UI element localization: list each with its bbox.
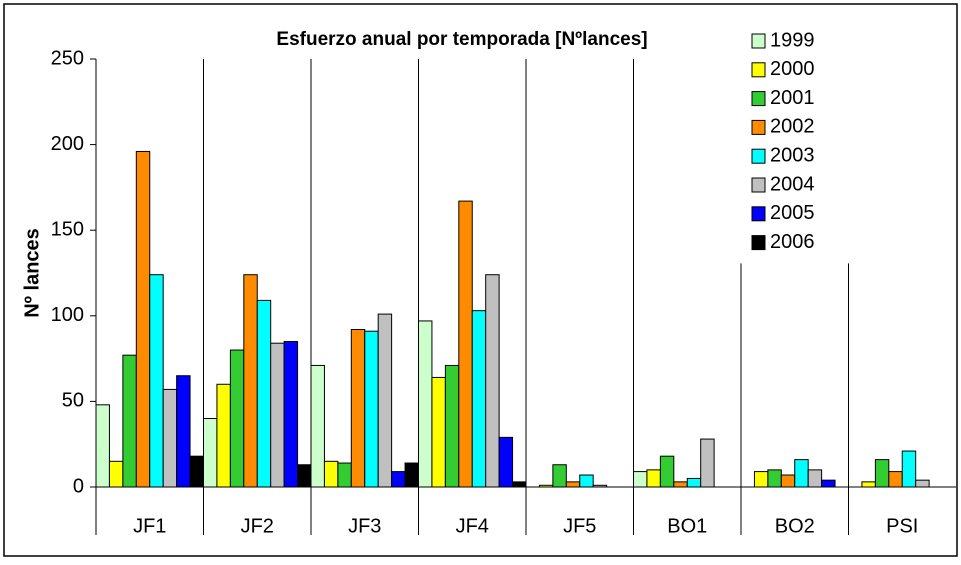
y-tick-label: 250 [51,47,84,69]
legend-swatch [751,119,766,135]
x-tick-label: PSI [886,515,918,537]
bar [659,455,675,488]
bar [686,477,702,488]
bar [673,481,688,488]
x-tick-label: JF3 [348,515,381,537]
bar [444,364,460,488]
bar [297,464,312,488]
bar [229,349,245,488]
bar [552,464,567,488]
legend-label: 2006 [770,231,815,253]
bar [337,462,352,488]
bar [538,484,554,488]
x-tick-label: BO2 [775,515,815,537]
bar [270,342,285,488]
bar [122,354,137,488]
bar [216,383,231,488]
y-tick-label: 100 [51,304,84,326]
legend-label: 2004 [770,173,815,195]
bar [633,471,648,488]
y-tick-label: 50 [62,390,84,412]
bar [391,471,406,488]
bar [646,469,661,488]
bar [418,320,433,488]
bar [874,459,890,488]
bar [753,471,769,488]
bar [189,455,204,488]
legend-swatch [751,148,766,164]
bar [149,274,164,488]
bar [592,484,608,488]
bar [176,375,191,488]
bar [162,388,178,488]
legend-label: 2003 [770,144,815,166]
x-tick-label: JF4 [456,515,489,537]
x-tick-label: JF5 [563,515,596,537]
bar [471,310,487,488]
legend-swatch [751,235,766,251]
legend-swatch [751,33,766,49]
legend-swatch [751,91,766,107]
bar [350,328,366,488]
bar [364,330,379,488]
bar [323,460,339,488]
legend-label: 2005 [770,202,815,224]
y-axis-label: Nº lances [21,228,43,318]
bar [700,438,715,488]
bar [377,313,393,488]
bar [95,404,110,488]
legend-swatch [751,206,766,222]
bar [579,474,594,488]
y-tick-label: 0 [73,475,84,497]
chart-title: Esfuerzo anual por temporada [Nºlances] [276,29,647,50]
bar [485,274,500,488]
bar [135,150,151,488]
bar [565,481,581,488]
bar [203,418,218,488]
bar [283,340,299,488]
y-tick-label: 200 [51,133,84,155]
y-tick-label: 150 [51,218,84,240]
bar [310,364,325,488]
bar [780,474,796,488]
bar [901,450,917,488]
x-tick-label: JF1 [133,515,166,537]
bar [512,481,527,488]
x-tick-label: BO1 [667,515,707,537]
legend-label: 1999 [770,29,815,51]
bar [243,274,258,488]
legend-swatch [751,177,766,193]
bar [404,462,419,488]
bar [108,460,124,488]
bar [458,200,473,488]
bar [256,299,272,488]
legend-swatch [751,62,766,78]
bar [431,376,446,488]
legend-label: 2002 [770,116,815,138]
bar [821,479,836,488]
x-tick-label: JF2 [241,515,274,537]
bar [807,469,823,488]
bar [915,479,930,488]
bar [498,436,514,488]
bar [794,459,809,488]
bar [888,471,903,488]
bar [861,481,876,488]
bar [767,469,782,488]
legend-label: 2000 [770,58,815,80]
legend-label: 2001 [770,87,815,109]
